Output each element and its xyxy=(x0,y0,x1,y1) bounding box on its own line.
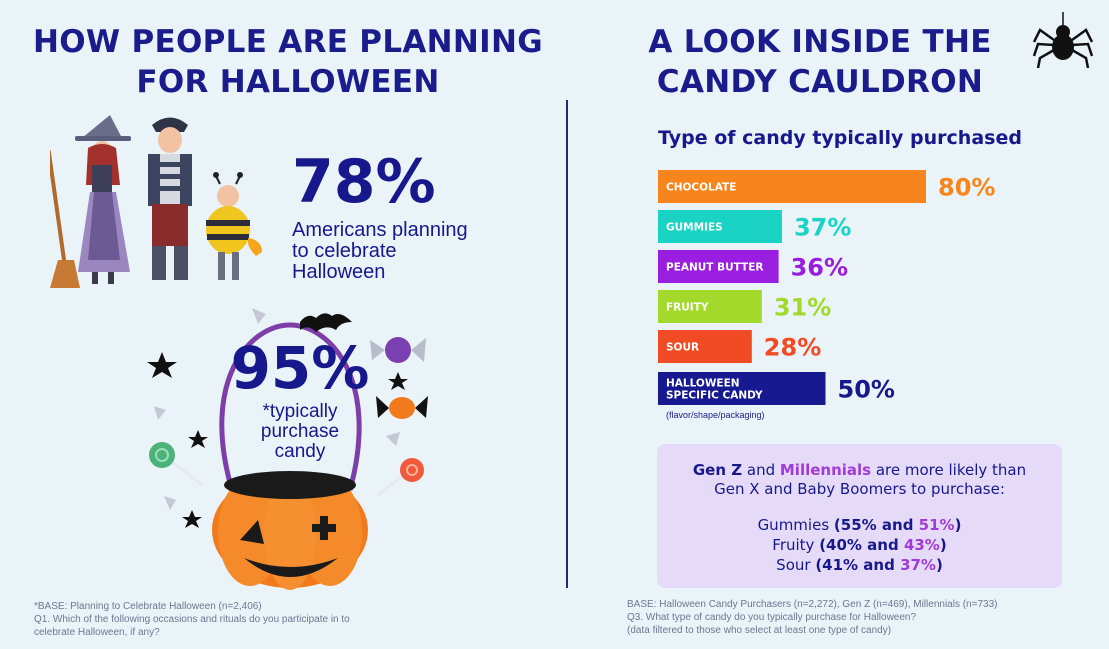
base-line: Q1. Which of the following occasions and… xyxy=(34,614,350,625)
bar-value-label: 36% xyxy=(791,254,848,282)
genz-value: 40% xyxy=(826,536,862,554)
stat-purchase-text: *typically purchase candy xyxy=(232,402,368,462)
stat-purchase-value: 95% xyxy=(230,334,370,402)
stat-purchase-line: *typically xyxy=(262,401,338,422)
paren: ( xyxy=(815,556,823,574)
jack-o-lantern xyxy=(212,471,368,590)
right-title: A LOOK INSIDE THE CANDY CAULDRON xyxy=(600,22,1040,102)
bar-category-label: HALLOWEEN xyxy=(666,378,740,390)
item-label: Sour xyxy=(776,556,816,574)
bar-halloween-specific-candy xyxy=(658,372,826,405)
costumed-family-illustration xyxy=(50,115,262,288)
bar-value-label: 80% xyxy=(938,174,995,202)
insight-rest: are more likely than xyxy=(871,461,1027,479)
and-text: and xyxy=(861,536,904,554)
paren: ( xyxy=(819,536,827,554)
base-line: *BASE: Planning to Celebrate Halloween (… xyxy=(34,601,262,612)
wrapped-candy-icon xyxy=(376,396,428,419)
insight-line2: Gen X and Baby Boomers to purchase: xyxy=(714,480,1005,498)
left-title: HOW PEOPLE ARE PLANNING FOR HALLOWEEN xyxy=(28,22,548,102)
millennials-value: 51% xyxy=(918,516,955,534)
bar-category-label: CHOCOLATE xyxy=(666,182,736,194)
millennials-value: 43% xyxy=(903,536,940,554)
and-text: and xyxy=(876,516,919,534)
bucket-handle xyxy=(219,322,362,491)
insight-heading: Gen Z and Millennials are more likely th… xyxy=(657,461,1062,499)
paren: ) xyxy=(935,556,943,574)
stat-purchase-line: purchase xyxy=(260,421,340,442)
bar-fruity xyxy=(658,290,762,323)
genz-value: 55% xyxy=(840,516,877,534)
bar-value-label: 28% xyxy=(764,334,821,362)
stat-celebrate-line: Halloween xyxy=(292,261,386,283)
paren: ( xyxy=(833,516,841,534)
right-title-line2: CANDY CAULDRON xyxy=(656,64,984,100)
item-label: Fruity xyxy=(772,536,820,554)
star-icon xyxy=(388,372,408,390)
pumpkin-bucket-illustration xyxy=(147,308,428,590)
bar-value-label: 37% xyxy=(794,214,851,242)
chart-title: Type of candy typically purchased xyxy=(658,127,1022,149)
insight-item-fruity: Fruity (40% and 43%) xyxy=(657,535,1062,555)
witch-figure xyxy=(50,115,131,288)
right-title-line1: A LOOK INSIDE THE xyxy=(648,24,992,60)
spider-icon xyxy=(1032,12,1094,68)
insight-list: Gummies (55% and 51%) Fruity (40% and 43… xyxy=(657,515,1062,575)
left-base-note: *BASE: Planning to Celebrate Halloween (… xyxy=(34,600,434,639)
item-label: Gummies xyxy=(757,516,834,534)
bar-peanut-butter xyxy=(658,250,779,283)
bar-category-label: SOUR xyxy=(666,342,699,354)
stat-purchase-line: candy xyxy=(274,441,326,462)
bar-category-label: SPECIFIC CANDY xyxy=(666,390,763,402)
stat-celebrate-text: Americans planning to celebrate Hallowee… xyxy=(292,220,512,283)
bar-gummies xyxy=(658,210,782,243)
and-text: and xyxy=(858,556,901,574)
bar-value-label: 50% xyxy=(838,376,895,404)
base-line: Q3. What type of candy do you typically … xyxy=(627,612,917,623)
bar-category-label: FRUITY xyxy=(666,302,709,314)
star-icon xyxy=(147,352,177,378)
wrapped-candy-icon xyxy=(370,337,426,363)
bar-category-label: PEANUT BUTTER xyxy=(666,262,763,274)
bar-category-label: GUMMIES xyxy=(666,222,723,234)
generation-insight-box: Gen Z and Millennials are more likely th… xyxy=(657,444,1062,588)
pirate-figure xyxy=(148,117,192,280)
genz-value: 41% xyxy=(822,556,859,574)
panel-divider xyxy=(566,100,568,588)
paren: ) xyxy=(954,516,962,534)
bar-chocolate xyxy=(658,170,926,203)
stat-celebrate-line: to celebrate xyxy=(292,240,397,262)
base-line: (data filtered to those who select at le… xyxy=(627,625,892,636)
candy-bar-chart: CHOCOLATE 80% GUMMIES 37% PEANUT BUTTER 36% FR… xyxy=(658,170,995,405)
candy-corn-icon xyxy=(154,308,400,510)
left-title-line1: HOW PEOPLE ARE PLANNING xyxy=(33,24,543,60)
star-icon xyxy=(182,510,202,528)
insight-and: and xyxy=(742,461,780,479)
bee-child-figure xyxy=(206,172,262,280)
genz-label: Gen Z xyxy=(692,461,743,479)
bar-value-label: 31% xyxy=(774,294,831,322)
millennials-value: 37% xyxy=(900,556,936,574)
stat-celebrate-value: 78% xyxy=(292,147,436,217)
paren: ) xyxy=(939,536,947,554)
insight-item-sour: Sour (41% and 37%) xyxy=(657,555,1062,575)
bat-icon xyxy=(300,313,352,332)
stat-celebrate-line: Americans planning xyxy=(292,219,468,241)
base-line: celebrate Halloween, if any? xyxy=(34,627,160,638)
star-icon xyxy=(188,430,208,448)
right-base-note: BASE: Halloween Candy Purchasers (n=2,27… xyxy=(627,598,1097,637)
base-line: BASE: Halloween Candy Purchasers (n=2,27… xyxy=(627,599,998,610)
bar-sour xyxy=(658,330,752,363)
chart-note: (flavor/shape/packaging) xyxy=(666,410,765,420)
lollipop-icon xyxy=(377,458,424,497)
millennials-label: Millennials xyxy=(779,461,872,479)
insight-item-gummies: Gummies (55% and 51%) xyxy=(657,515,1062,535)
left-title-line2: FOR HALLOWEEN xyxy=(136,64,440,100)
lollipop-icon xyxy=(149,442,203,487)
